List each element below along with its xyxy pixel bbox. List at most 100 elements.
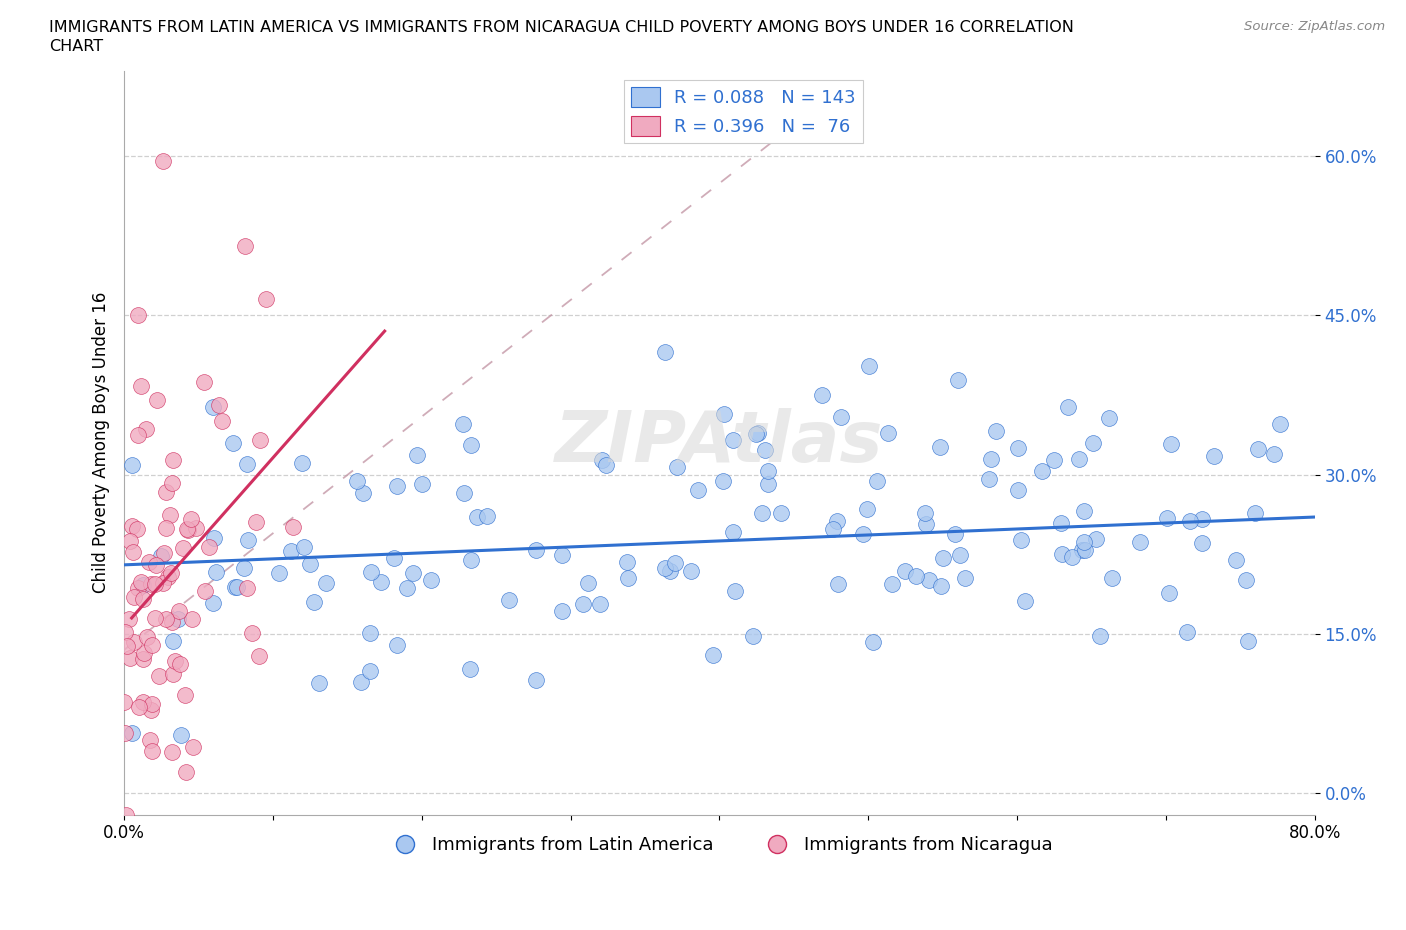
Point <box>1263 446 1285 461</box>
Point <box>162 453 184 468</box>
Point <box>176 522 198 537</box>
Point <box>207 398 229 413</box>
Text: CHART: CHART <box>49 39 103 54</box>
Point <box>1191 512 1213 526</box>
Point <box>160 615 183 630</box>
Point <box>202 530 225 545</box>
Point <box>249 433 271 448</box>
Point <box>352 485 374 500</box>
Point <box>458 662 481 677</box>
Point <box>1098 411 1121 426</box>
Point <box>1071 542 1094 557</box>
Point <box>131 379 153 393</box>
Text: IMMIGRANTS FROM LATIN AMERICA VS IMMIGRANTS FROM NICARAGUA CHILD POVERTY AMONG B: IMMIGRANTS FROM LATIN AMERICA VS IMMIGRA… <box>49 20 1074 35</box>
Point <box>1157 586 1180 601</box>
Point <box>202 399 225 414</box>
Point <box>141 637 163 652</box>
Point <box>591 453 613 468</box>
Point <box>359 626 381 641</box>
Point <box>141 743 163 758</box>
Point <box>118 612 141 627</box>
Point <box>315 575 337 590</box>
Point <box>724 584 747 599</box>
Point <box>453 485 475 500</box>
Point <box>1085 531 1108 546</box>
Point <box>181 739 204 754</box>
Point <box>308 675 330 690</box>
Point <box>953 571 976 586</box>
Point <box>112 695 135 710</box>
Point <box>465 510 488 525</box>
Point <box>595 458 617 472</box>
Point <box>131 578 153 592</box>
Point <box>475 509 498 524</box>
Point <box>132 591 155 606</box>
Point <box>292 539 315 554</box>
Point <box>980 452 1002 467</box>
Point <box>1225 552 1247 567</box>
Point <box>384 551 406 565</box>
Point <box>524 543 547 558</box>
Point <box>298 556 321 571</box>
Point <box>127 428 149 443</box>
Point <box>1237 633 1260 648</box>
Point <box>893 564 915 578</box>
Point <box>121 725 143 740</box>
Point <box>121 518 143 533</box>
Point <box>756 476 779 491</box>
Point <box>460 438 482 453</box>
Point <box>360 565 382 579</box>
Point <box>350 674 373 689</box>
Point <box>236 532 259 547</box>
Point <box>617 571 640 586</box>
Point <box>915 516 938 531</box>
Point <box>460 552 482 567</box>
Point <box>245 514 267 529</box>
Point <box>862 635 884 650</box>
Point <box>1014 593 1036 608</box>
Point <box>742 628 765 643</box>
Point <box>120 651 142 666</box>
Point <box>143 611 166 626</box>
Point <box>576 576 599 591</box>
Point <box>745 426 768 441</box>
Point <box>756 464 779 479</box>
Point <box>1007 483 1029 498</box>
Point <box>302 595 325 610</box>
Point <box>1204 448 1226 463</box>
Point <box>1101 570 1123 585</box>
Point <box>177 523 200 538</box>
Point <box>115 807 138 822</box>
Point <box>152 576 174 591</box>
Point <box>723 432 745 447</box>
Point <box>134 421 156 436</box>
Point <box>654 345 676 360</box>
Point <box>280 544 302 559</box>
Point <box>138 554 160 569</box>
Point <box>387 479 409 494</box>
Point <box>1160 437 1182 452</box>
Point <box>135 630 157 644</box>
Point <box>702 648 724 663</box>
Point <box>1060 549 1083 564</box>
Point <box>1031 464 1053 479</box>
Point <box>359 663 381 678</box>
Point <box>155 611 177 626</box>
Point <box>904 568 927 583</box>
Point <box>225 579 247 594</box>
Point <box>396 580 419 595</box>
Point <box>125 521 148 536</box>
Point <box>240 625 263 640</box>
Point <box>235 580 257 595</box>
Point <box>679 564 702 578</box>
Point <box>929 439 952 454</box>
Point <box>1050 546 1073 561</box>
Point <box>134 645 156 660</box>
Point <box>224 579 246 594</box>
Point <box>128 699 150 714</box>
Point <box>163 654 186 669</box>
Point <box>233 239 256 254</box>
Point <box>155 521 177 536</box>
Point <box>1074 542 1097 557</box>
Point <box>167 604 190 618</box>
